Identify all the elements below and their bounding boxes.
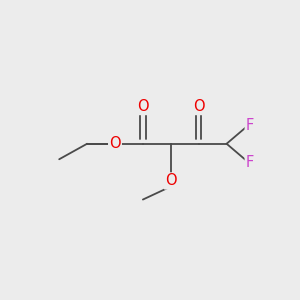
Text: F: F [246, 155, 254, 170]
Text: O: O [165, 173, 177, 188]
Text: O: O [137, 99, 149, 114]
Text: F: F [246, 118, 254, 133]
Text: O: O [109, 136, 121, 151]
Text: O: O [193, 99, 205, 114]
